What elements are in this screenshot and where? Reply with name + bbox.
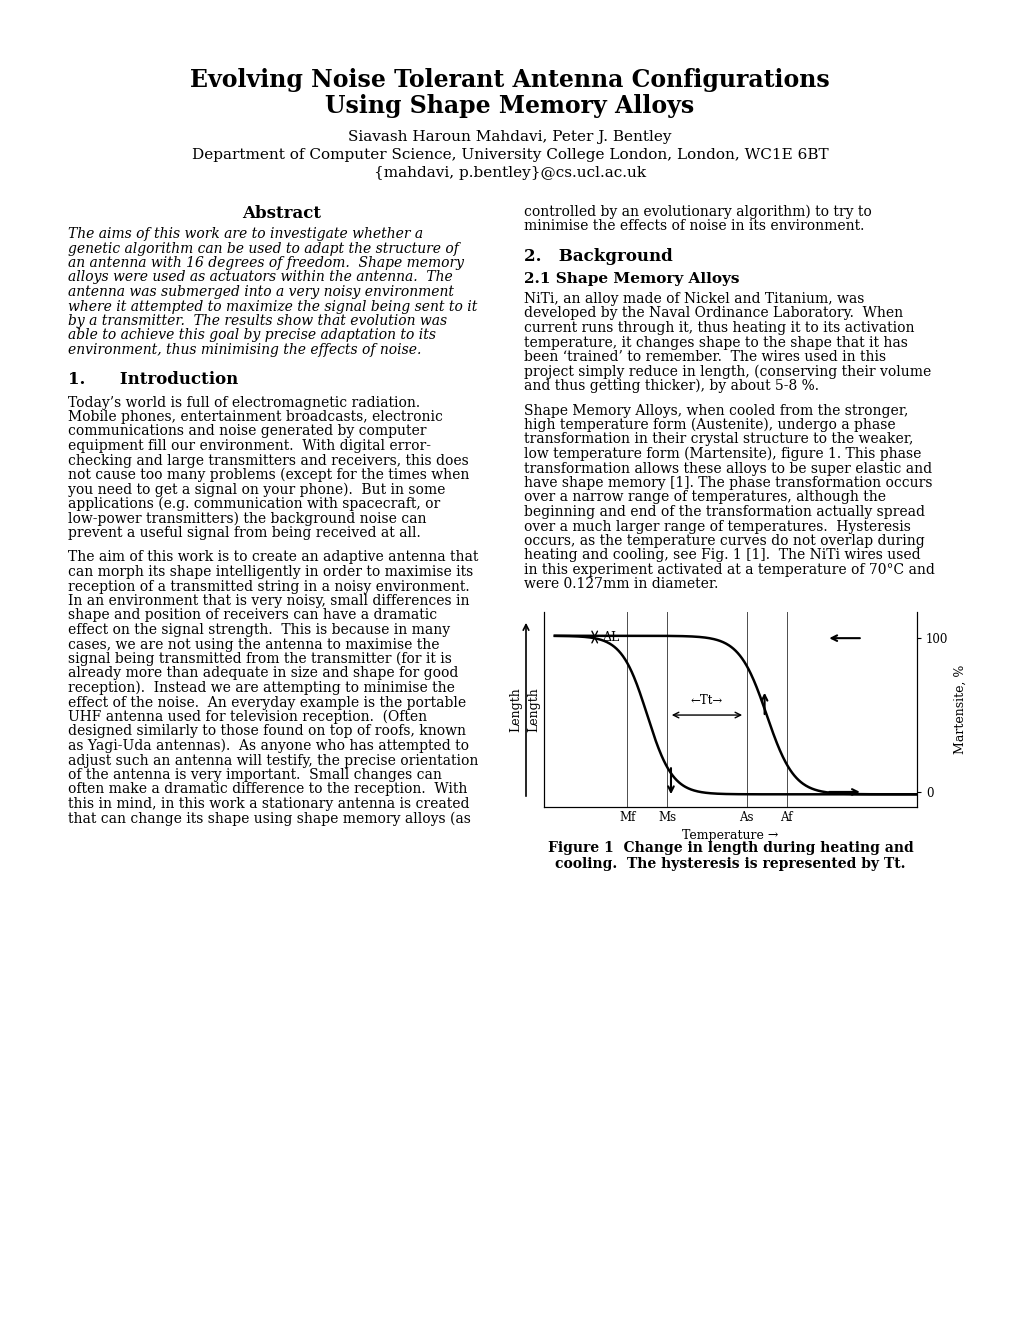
Text: project simply reduce in length, (conserving their volume: project simply reduce in length, (conser…	[524, 364, 930, 379]
Text: The aims of this work are to investigate whether a: The aims of this work are to investigate…	[68, 227, 423, 242]
Text: by a transmitter.  The results show that evolution was: by a transmitter. The results show that …	[68, 314, 446, 327]
Text: antenna was submerged into a very noisy environment: antenna was submerged into a very noisy …	[68, 285, 453, 300]
Text: 2.   Background: 2. Background	[524, 248, 673, 265]
Text: Mobile phones, entertainment broadcasts, electronic: Mobile phones, entertainment broadcasts,…	[68, 411, 442, 424]
Text: applications (e.g. communication with spacecraft, or: applications (e.g. communication with sp…	[68, 498, 440, 511]
Text: Abstract: Abstract	[243, 205, 321, 222]
Text: 1.      Introduction: 1. Introduction	[68, 371, 238, 388]
Text: In an environment that is very noisy, small differences in: In an environment that is very noisy, sm…	[68, 594, 469, 609]
Text: environment, thus minimising the effects of noise.: environment, thus minimising the effects…	[68, 343, 421, 356]
Text: over a narrow range of temperatures, although the: over a narrow range of temperatures, alt…	[524, 491, 886, 504]
Text: of the antenna is very important.  Small changes can: of the antenna is very important. Small …	[68, 768, 441, 781]
Text: Today’s world is full of electromagnetic radiation.: Today’s world is full of electromagnetic…	[68, 396, 420, 409]
Y-axis label: Martensite, %: Martensite, %	[953, 665, 966, 754]
Text: alloys were used as actuators within the antenna.  The: alloys were used as actuators within the…	[68, 271, 452, 285]
Text: The aim of this work is to create an adaptive antenna that: The aim of this work is to create an ada…	[68, 550, 478, 565]
Text: shape and position of receivers can have a dramatic: shape and position of receivers can have…	[68, 609, 437, 623]
Text: Length: Length	[510, 688, 522, 731]
Text: Figure 1  Change in length during heating and: Figure 1 Change in length during heating…	[547, 841, 912, 855]
Text: cooling.  The hysteresis is represented by Tt.: cooling. The hysteresis is represented b…	[554, 857, 905, 871]
Text: as Yagi-Uda antennas).  As anyone who has attempted to: as Yagi-Uda antennas). As anyone who has…	[68, 739, 469, 754]
Text: Siavash Haroun Mahdavi, Peter J. Bentley: Siavash Haroun Mahdavi, Peter J. Bentley	[347, 129, 672, 144]
Text: adjust such an antenna will testify, the precise orientation: adjust such an antenna will testify, the…	[68, 754, 478, 767]
Text: effect of the noise.  An everyday example is the portable: effect of the noise. An everyday example…	[68, 696, 466, 710]
Text: prevent a useful signal from being received at all.: prevent a useful signal from being recei…	[68, 525, 421, 540]
Text: Using Shape Memory Alloys: Using Shape Memory Alloys	[325, 94, 694, 117]
Text: often make a dramatic difference to the reception.  With: often make a dramatic difference to the …	[68, 783, 467, 796]
Text: can morph its shape intelligently in order to maximise its: can morph its shape intelligently in ord…	[68, 565, 473, 579]
Text: transformation in their crystal structure to the weaker,: transformation in their crystal structur…	[524, 433, 912, 446]
Text: Shape Memory Alloys, when cooled from the stronger,: Shape Memory Alloys, when cooled from th…	[524, 404, 908, 417]
Text: not cause too many problems (except for the times when: not cause too many problems (except for …	[68, 469, 469, 482]
Text: been ‘trained’ to remember.  The wires used in this: been ‘trained’ to remember. The wires us…	[524, 350, 886, 364]
Text: low temperature form (Martensite), figure 1. This phase: low temperature form (Martensite), figur…	[524, 447, 920, 462]
Text: occurs, as the temperature curves do not overlap during: occurs, as the temperature curves do not…	[524, 535, 924, 548]
Text: controlled by an evolutionary algorithm) to try to: controlled by an evolutionary algorithm)…	[524, 205, 871, 219]
Text: that can change its shape using shape memory alloys (as: that can change its shape using shape me…	[68, 812, 471, 826]
Text: this in mind, in this work a stationary antenna is created: this in mind, in this work a stationary …	[68, 797, 469, 810]
Text: were 0.127mm in diameter.: were 0.127mm in diameter.	[524, 578, 717, 591]
Text: ΔL: ΔL	[602, 631, 620, 644]
Text: {mahdavi, p.bentley}@cs.ucl.ac.uk: {mahdavi, p.bentley}@cs.ucl.ac.uk	[374, 166, 645, 180]
Text: Temperature →: Temperature →	[682, 829, 777, 842]
Text: ←Tt→: ←Tt→	[690, 694, 722, 708]
Text: reception of a transmitted string in a noisy environment.: reception of a transmitted string in a n…	[68, 579, 469, 594]
Text: reception).  Instead we are attempting to minimise the: reception). Instead we are attempting to…	[68, 681, 454, 696]
Text: you need to get a signal on your phone).  But in some: you need to get a signal on your phone).…	[68, 483, 445, 496]
Text: already more than adequate in size and shape for good: already more than adequate in size and s…	[68, 667, 458, 681]
Text: beginning and end of the transformation actually spread: beginning and end of the transformation …	[524, 506, 924, 519]
Text: effect on the signal strength.  This is because in many: effect on the signal strength. This is b…	[68, 623, 449, 638]
Text: where it attempted to maximize the signal being sent to it: where it attempted to maximize the signa…	[68, 300, 477, 314]
Text: high temperature form (Austenite), undergo a phase: high temperature form (Austenite), under…	[524, 418, 895, 433]
Text: an antenna with 16 degrees of freedom.  Shape memory: an antenna with 16 degrees of freedom. S…	[68, 256, 464, 271]
Text: Department of Computer Science, University College London, London, WC1E 6BT: Department of Computer Science, Universi…	[192, 148, 827, 162]
Text: over a much larger range of temperatures.  Hysteresis: over a much larger range of temperatures…	[524, 520, 910, 533]
Text: able to achieve this goal by precise adaptation to its: able to achieve this goal by precise ada…	[68, 329, 435, 342]
Text: minimise the effects of noise in its environment.: minimise the effects of noise in its env…	[524, 219, 863, 234]
Text: developed by the Naval Ordinance Laboratory.  When: developed by the Naval Ordinance Laborat…	[524, 306, 902, 321]
Text: have shape memory [1]. The phase transformation occurs: have shape memory [1]. The phase transfo…	[524, 477, 931, 490]
Text: designed similarly to those found on top of roofs, known: designed similarly to those found on top…	[68, 725, 466, 738]
Text: cases, we are not using the antenna to maximise the: cases, we are not using the antenna to m…	[68, 638, 439, 652]
Text: equipment fill our environment.  With digital error-: equipment fill our environment. With dig…	[68, 440, 431, 453]
Text: Evolving Noise Tolerant Antenna Configurations: Evolving Noise Tolerant Antenna Configur…	[190, 69, 829, 92]
Text: UHF antenna used for television reception.  (Often: UHF antenna used for television receptio…	[68, 710, 427, 725]
Text: genetic algorithm can be used to adapt the structure of: genetic algorithm can be used to adapt t…	[68, 242, 459, 256]
Text: signal being transmitted from the transmitter (for it is: signal being transmitted from the transm…	[68, 652, 451, 667]
Text: communications and noise generated by computer: communications and noise generated by co…	[68, 425, 426, 438]
Text: current runs through it, thus heating it to its activation: current runs through it, thus heating it…	[524, 321, 914, 335]
Text: NiTi, an alloy made of Nickel and Titanium, was: NiTi, an alloy made of Nickel and Titani…	[524, 292, 863, 306]
Text: 2.1 Shape Memory Alloys: 2.1 Shape Memory Alloys	[524, 272, 739, 286]
Text: temperature, it changes shape to the shape that it has: temperature, it changes shape to the sha…	[524, 335, 907, 350]
Text: heating and cooling, see Fig. 1 [1].  The NiTi wires used: heating and cooling, see Fig. 1 [1]. The…	[524, 549, 920, 562]
Text: low-power transmitters) the background noise can: low-power transmitters) the background n…	[68, 511, 426, 525]
Y-axis label: Length: Length	[527, 688, 539, 731]
Text: checking and large transmitters and receivers, this does: checking and large transmitters and rece…	[68, 454, 469, 467]
Text: transformation allows these alloys to be super elastic and: transformation allows these alloys to be…	[524, 462, 931, 475]
Text: in this experiment activated at a temperature of 70°C and: in this experiment activated at a temper…	[524, 564, 934, 577]
Text: and thus getting thicker), by about 5-8 %.: and thus getting thicker), by about 5-8 …	[524, 379, 818, 393]
